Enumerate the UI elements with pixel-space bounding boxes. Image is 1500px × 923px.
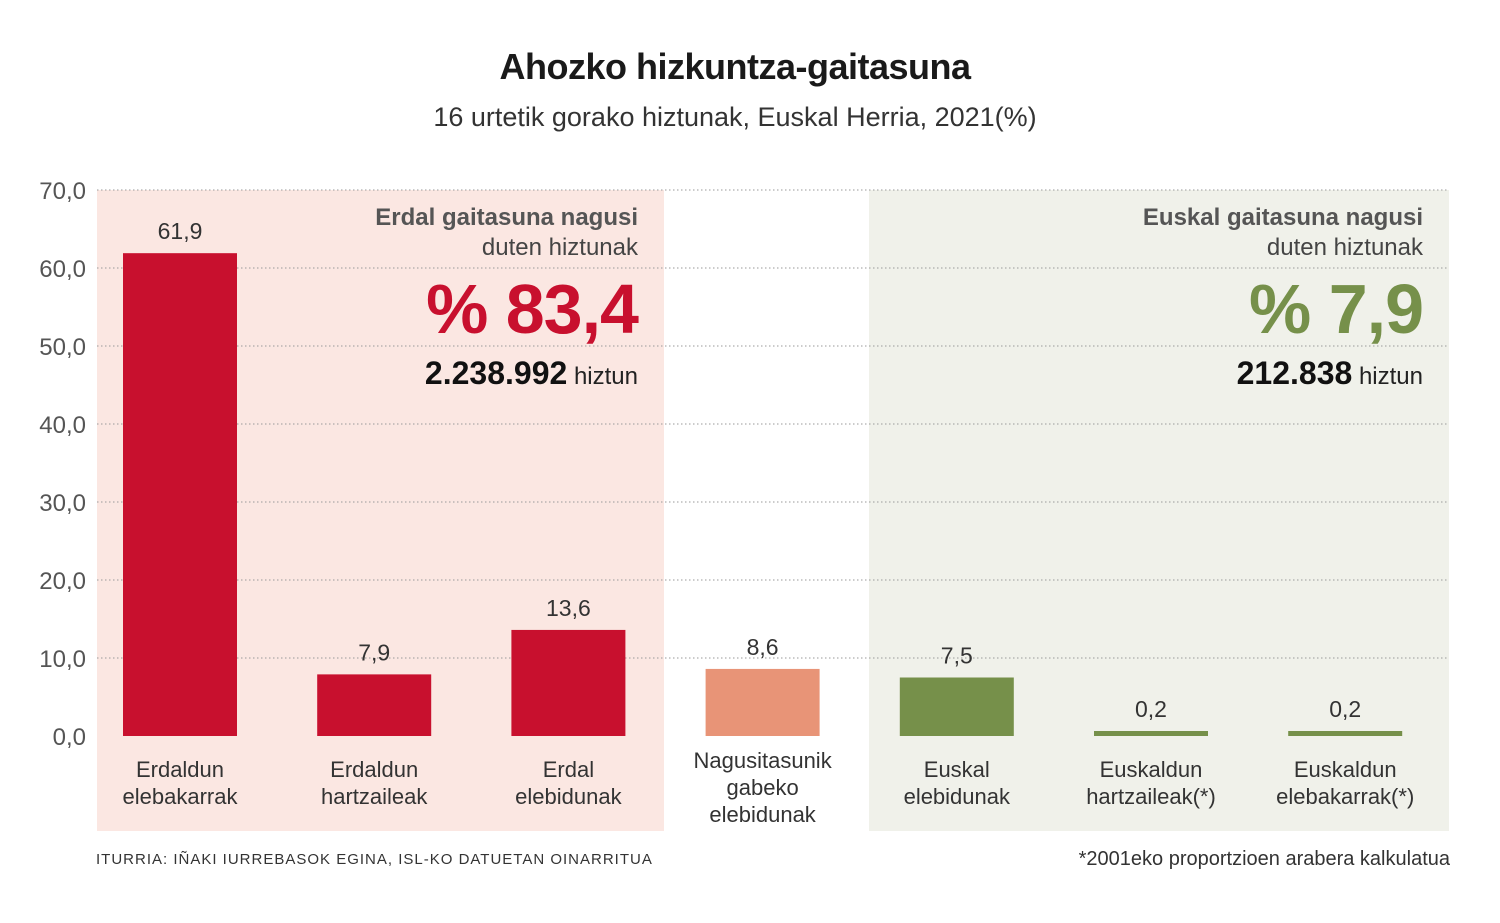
- euskal-panel-summary: Euskal gaitasuna nagusi duten hiztunak %…: [1142, 203, 1424, 397]
- category-label: hartzaileak(*): [1086, 784, 1216, 809]
- category-label: gabeko: [727, 775, 799, 800]
- euskal-panel-percent: % 7,9: [1249, 270, 1424, 348]
- category-label: elebidunak: [904, 784, 1011, 809]
- bar: [123, 253, 237, 736]
- bar-value-label: 7,5: [941, 643, 973, 669]
- erdal-panel-heading: Erdal gaitasuna nagusi: [375, 204, 638, 231]
- euskal-panel-subheading: duten hiztunak: [1266, 234, 1423, 261]
- category-label: elebakarrak: [123, 784, 239, 809]
- chart-subtitle: 16 urtetik gorako hiztunak, Euskal Herri…: [433, 102, 1037, 132]
- euskal-panel-heading: Euskal gaitasuna nagusi: [1142, 204, 1423, 231]
- bar-value-label: 61,9: [158, 218, 203, 244]
- chart-title: Ahozko hizkuntza-gaitasuna: [499, 46, 971, 87]
- erdal-panel-percent: % 83,4: [426, 270, 639, 348]
- category-label: elebidunak: [515, 784, 622, 809]
- erdal-panel-count-unit: hiztun: [573, 363, 638, 390]
- bar-value-label: 0,2: [1329, 696, 1361, 722]
- category-label: Euskaldun: [1294, 757, 1397, 782]
- euskal-panel-count: 212.838: [1236, 355, 1353, 391]
- erdal-panel-subheading: duten hiztunak: [481, 234, 638, 261]
- erdal-panel-count: 2.238.992: [424, 355, 568, 391]
- bar: [511, 629, 626, 736]
- bar-value-label: 0,2: [1135, 696, 1167, 722]
- category-label: Nagusitasunik: [694, 748, 833, 773]
- y-tick-label: 60,0: [39, 256, 86, 283]
- category-label: Erdal: [543, 757, 594, 782]
- y-tick-label: 20,0: [39, 568, 86, 595]
- bar-value-label: 7,9: [358, 639, 390, 665]
- bar: [1094, 731, 1208, 736]
- category-label: hartzaileak: [321, 784, 428, 809]
- bar: [899, 677, 1014, 736]
- y-tick-label: 70,0: [39, 178, 86, 205]
- category-label: Erdaldun: [330, 757, 418, 782]
- y-tick-label: 40,0: [39, 412, 86, 439]
- bar: [317, 674, 432, 736]
- erdal-panel-summary: Erdal gaitasuna nagusi duten hiztunak % …: [375, 203, 639, 397]
- footnote: *2001eko proportzioen arabera kalkulatua: [1078, 848, 1450, 870]
- bar: [1288, 731, 1403, 736]
- category-label: elebidunak: [709, 802, 816, 827]
- erdal-panel-count-line: 2.238.992 hiztun: [375, 353, 638, 397]
- y-tick-label: 50,0: [39, 334, 86, 361]
- y-tick-label: 30,0: [39, 490, 86, 517]
- bar-value-label: 13,6: [546, 595, 591, 621]
- euskal-panel-count-line: 212.838 hiztun: [1143, 353, 1423, 397]
- y-tick-label: 0,0: [53, 724, 86, 751]
- euskal-panel-count-unit: hiztun: [1358, 363, 1423, 390]
- category-label: Erdaldun: [136, 757, 224, 782]
- category-label: elebakarrak(*): [1276, 784, 1414, 809]
- category-label: Euskal: [924, 757, 990, 782]
- y-tick-label: 10,0: [39, 646, 86, 673]
- source-note: ITURRIA: IÑAKI IURREBASOK EGINA, ISL-KO …: [96, 851, 653, 868]
- bar-value-label: 8,6: [747, 634, 779, 660]
- category-label: Euskaldun: [1100, 757, 1203, 782]
- bar: [705, 668, 820, 736]
